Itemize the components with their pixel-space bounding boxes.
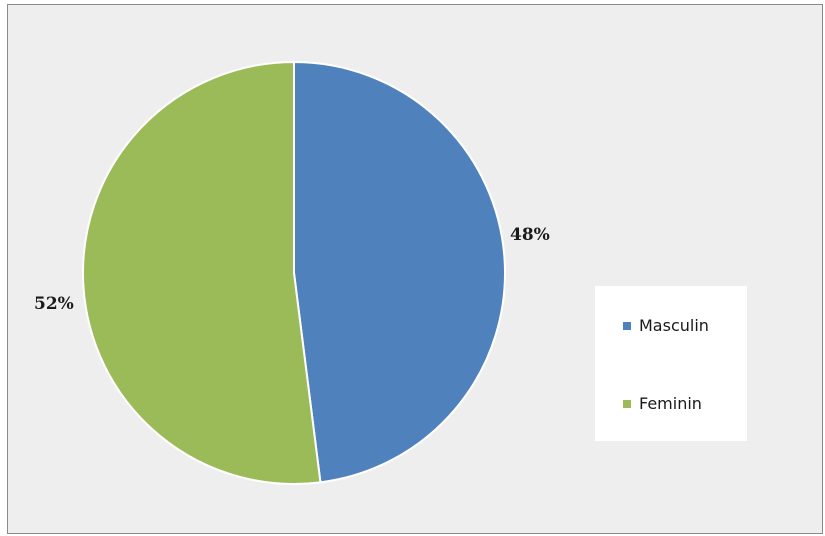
legend-item-feminin: Feminin (623, 394, 702, 413)
legend-label-feminin: Feminin (639, 394, 702, 413)
pie-chart (82, 60, 506, 485)
pie-slice-feminin (82, 60, 322, 485)
chart-area: 48% 52% Masculin Feminin (7, 4, 823, 534)
legend-swatch-feminin (623, 399, 631, 408)
data-label-masculin: 48% (510, 225, 550, 245)
legend-swatch-masculin (623, 321, 631, 330)
legend: Masculin Feminin (595, 286, 747, 441)
legend-item-masculin: Masculin (623, 316, 709, 335)
data-label-feminin: 52% (34, 294, 74, 314)
legend-label-masculin: Masculin (639, 316, 709, 335)
pie-slice-masculin (293, 60, 506, 484)
